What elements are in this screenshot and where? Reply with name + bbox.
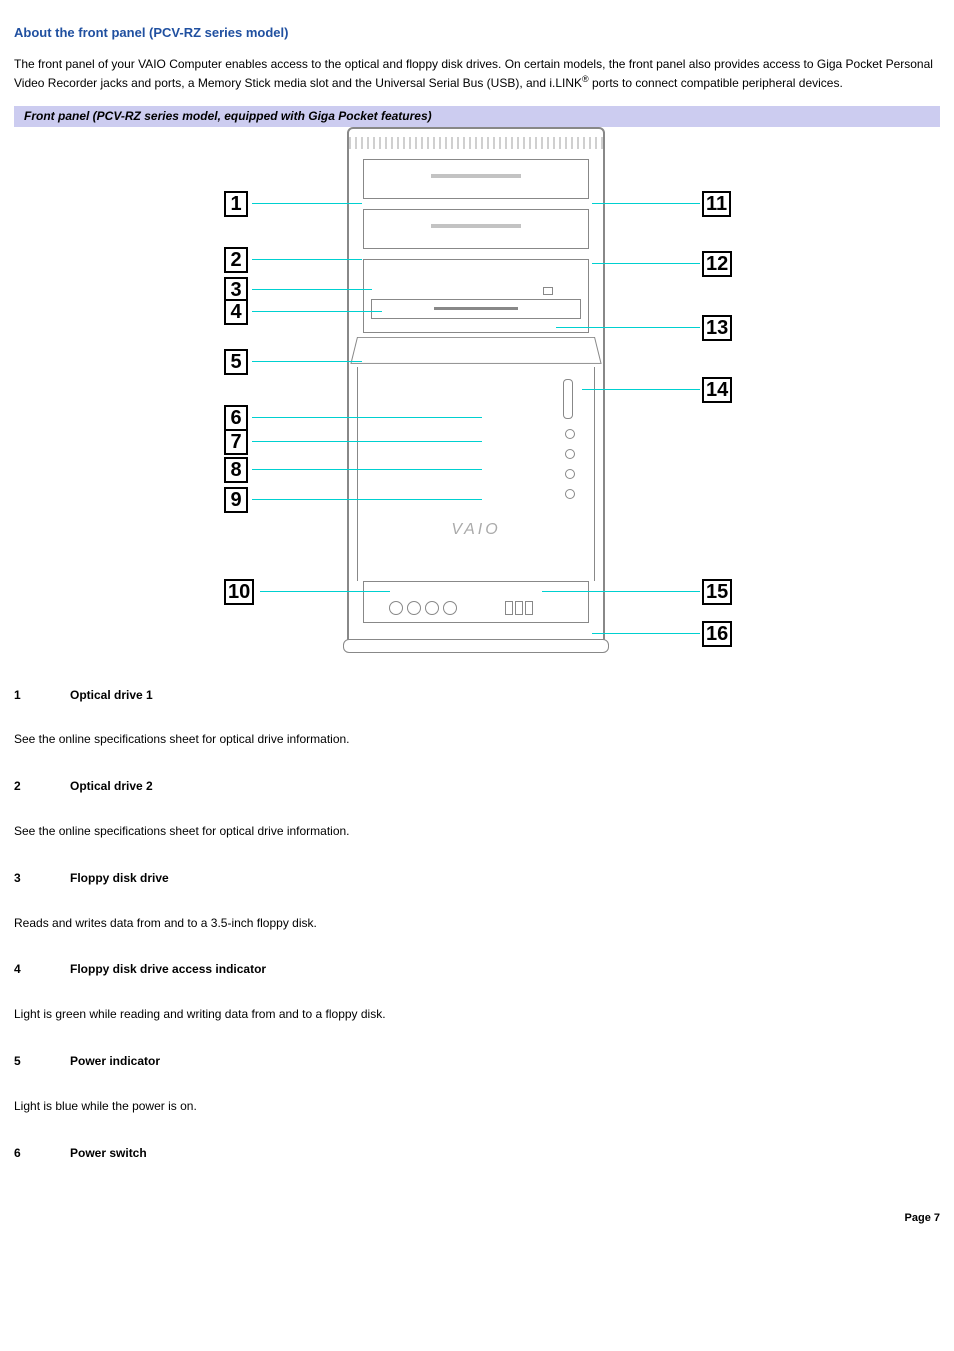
- usb-port: [515, 601, 523, 615]
- lead-line: [252, 441, 482, 442]
- jack: [443, 601, 457, 615]
- page-number: Page 7: [14, 1211, 940, 1226]
- lead-line: [252, 203, 362, 204]
- item-row-5: 5Power indicator: [14, 1053, 940, 1070]
- jack: [389, 601, 403, 615]
- item-title: Floppy disk drive: [70, 870, 169, 887]
- floppy-panel: [363, 259, 589, 333]
- lead-line: [260, 591, 390, 592]
- item-number: 4: [14, 961, 70, 978]
- callout-4: 4: [224, 299, 248, 325]
- jack: [425, 601, 439, 615]
- usb-ports: [505, 601, 533, 615]
- callout-8: 8: [224, 457, 248, 483]
- usb-port: [505, 601, 513, 615]
- item-title: Floppy disk drive access indicator: [70, 961, 266, 978]
- callout-16: 16: [702, 621, 732, 647]
- intro-text-2: ports to connect compatible peripheral d…: [589, 76, 843, 90]
- callout-13: 13: [702, 315, 732, 341]
- page-heading: About the front panel (PCV-RZ series mod…: [14, 24, 940, 42]
- vaio-logo: VAIO: [451, 519, 500, 541]
- computer-tower-outline: VAIO: [347, 127, 605, 649]
- item-number: 6: [14, 1145, 70, 1162]
- callout-9: 9: [224, 487, 248, 513]
- cover-lid: [350, 337, 601, 364]
- item-row-6: 6Power switch: [14, 1145, 940, 1162]
- item-title: Power switch: [70, 1145, 147, 1162]
- lead-line: [252, 289, 372, 290]
- optical-drive-2: [363, 209, 589, 249]
- item-row-3: 3Floppy disk drive: [14, 870, 940, 887]
- lead-line: [592, 633, 700, 634]
- item-description: Light is green while reading and writing…: [14, 1006, 940, 1023]
- lead-line: [252, 417, 482, 418]
- callout-14: 14: [702, 377, 732, 403]
- side-button: [565, 429, 575, 439]
- usb-port: [525, 601, 533, 615]
- lead-line: [592, 263, 700, 264]
- callout-7: 7: [224, 429, 248, 455]
- lead-line: [252, 259, 362, 260]
- items-list: 1Optical drive 1 See the online specifica…: [14, 687, 940, 1162]
- jack: [407, 601, 421, 615]
- tower-body: [357, 367, 595, 581]
- lead-line: [252, 361, 362, 362]
- item-description: Light is blue while the power is on.: [14, 1098, 940, 1115]
- callout-5: 5: [224, 349, 248, 375]
- figure-wrapper: VAIO 12345678910 111213141516: [14, 127, 940, 657]
- side-button: [565, 489, 575, 499]
- item-row-4: 4Floppy disk drive access indicator: [14, 961, 940, 978]
- power-switch-shape: [563, 379, 573, 419]
- item-title: Power indicator: [70, 1053, 160, 1070]
- optical-drive-1: [363, 159, 589, 199]
- side-button: [565, 449, 575, 459]
- lead-line: [252, 499, 482, 500]
- callout-11: 11: [702, 191, 731, 217]
- lead-line: [556, 327, 700, 328]
- item-row-1: 1Optical drive 1: [14, 687, 940, 704]
- callout-1: 1: [224, 191, 248, 217]
- lead-line: [542, 591, 700, 592]
- tower-base: [343, 639, 609, 653]
- lead-line: [592, 203, 700, 204]
- item-number: 2: [14, 778, 70, 795]
- registered-mark: ®: [582, 74, 589, 84]
- item-number: 5: [14, 1053, 70, 1070]
- callout-6: 6: [224, 405, 248, 431]
- floppy-drive: [371, 299, 581, 319]
- callout-15: 15: [702, 579, 732, 605]
- item-description: Reads and writes data from and to a 3.5-…: [14, 915, 940, 932]
- lead-line: [252, 469, 482, 470]
- item-description: See the online specifications sheet for …: [14, 731, 940, 748]
- figure-caption-bar: Front panel (PCV-RZ series model, equipp…: [14, 106, 940, 127]
- item-number: 1: [14, 687, 70, 704]
- side-button: [565, 469, 575, 479]
- intro-paragraph: The front panel of your VAIO Computer en…: [14, 56, 940, 92]
- item-title: Optical drive 2: [70, 778, 153, 795]
- item-row-2: 2Optical drive 2: [14, 778, 940, 795]
- callout-2: 2: [224, 247, 248, 273]
- callout-10: 10: [224, 579, 254, 605]
- lead-line: [582, 389, 700, 390]
- item-description: See the online specifications sheet for …: [14, 823, 940, 840]
- front-panel-diagram: VAIO 12345678910 111213141516: [162, 127, 792, 657]
- item-number: 3: [14, 870, 70, 887]
- callout-12: 12: [702, 251, 732, 277]
- floppy-eject-button: [543, 287, 553, 295]
- av-jacks: [389, 601, 457, 615]
- lead-line: [252, 311, 382, 312]
- item-title: Optical drive 1: [70, 687, 153, 704]
